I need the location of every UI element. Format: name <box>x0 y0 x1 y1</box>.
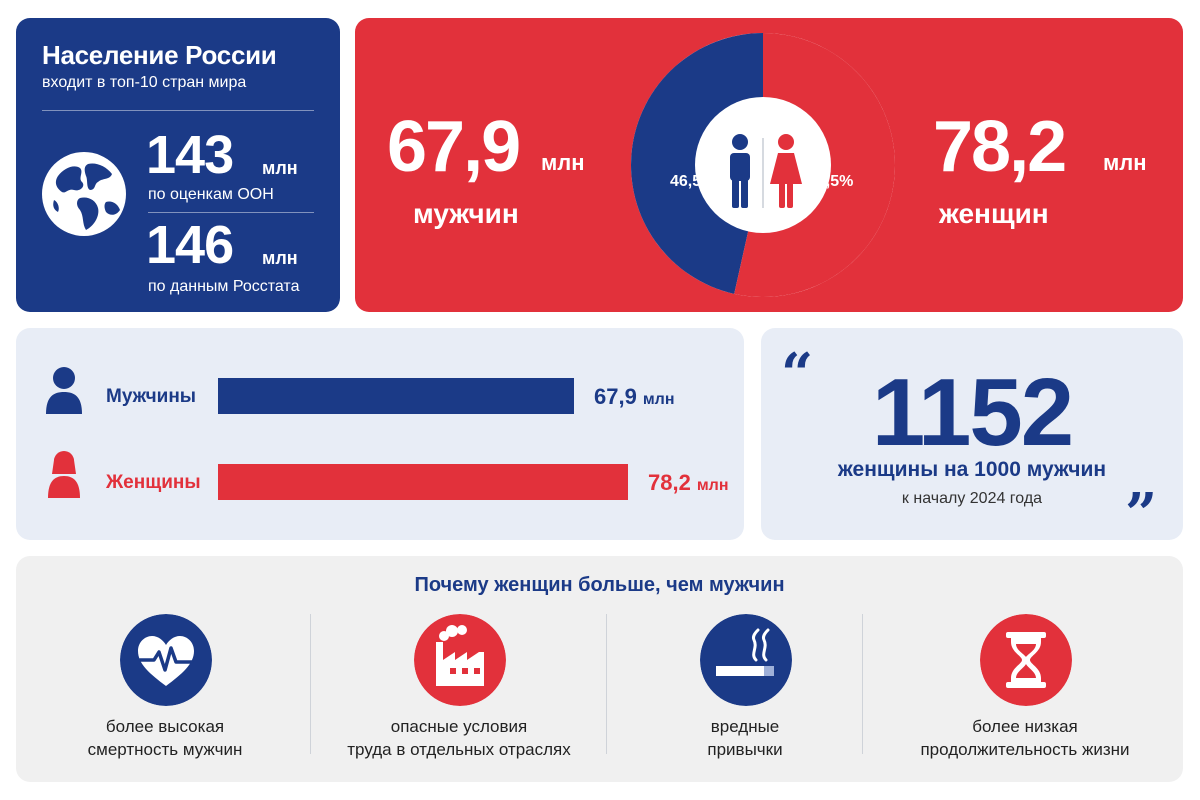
ratio-number: 1152 <box>871 359 1074 466</box>
hourglass-icon <box>980 614 1072 706</box>
divider <box>310 614 311 754</box>
man-icon <box>730 134 750 208</box>
gender-donut-chart: 46,5% 53,5% <box>630 33 895 297</box>
factory-icon <box>414 614 506 706</box>
population-title: Население России <box>42 40 277 70</box>
divider <box>148 212 314 213</box>
bars-panel: Мужчины 67,9 млн Женщины 78,2 млн <box>16 328 744 540</box>
ratio-subtext: к началу 2024 года <box>901 490 1043 507</box>
estimate-rosstat-source: по данным Росстата <box>148 278 300 295</box>
men-value: 67,9 <box>387 107 521 187</box>
women-unit: млн <box>1103 150 1147 175</box>
men-unit: млн <box>541 150 585 175</box>
women-label: женщин <box>939 198 1049 229</box>
reason-text: вредные привычки <box>707 717 783 759</box>
reason-text: более высокая смертность мужчин <box>87 717 243 759</box>
women-value: 78,2 <box>933 107 1067 187</box>
woman-icon <box>48 451 80 498</box>
bar-men <box>218 378 574 414</box>
estimate-un-source: по оценкам ООН <box>148 186 274 203</box>
men-share-label: 46,5% <box>670 173 715 190</box>
estimate-un-value: 143 <box>146 125 234 185</box>
reasons-panel: Почему женщин больше, чем мужчин более в… <box>16 556 1183 782</box>
bar-label-men: Мужчины <box>106 386 197 407</box>
cigarette-icon <box>700 614 792 706</box>
gender-panel: 67,9 млн мужчин 46,5% 53,5% 78,2 млн жен… <box>355 18 1183 312</box>
women-share-label: 53,5% <box>808 173 853 190</box>
reason-text: более низкая продолжительность жизни <box>920 717 1130 759</box>
heart-pulse-icon <box>120 614 212 706</box>
bar-women <box>218 464 628 500</box>
ratio-text: женщины на 1000 мужчин <box>837 458 1107 481</box>
reason-item: вредные привычки <box>600 614 890 774</box>
bar-value-women: 78,2 млн <box>648 470 729 495</box>
close-quote: ” <box>1125 481 1158 547</box>
man-icon <box>46 367 82 414</box>
reason-item: более низкая продолжительность жизни <box>880 614 1170 774</box>
reasons-title: Почему женщин больше, чем мужчин <box>414 574 785 596</box>
woman-icon <box>770 134 802 208</box>
reason-item: опасные условия труда в отдельных отрасля… <box>314 614 604 774</box>
estimate-rosstat-value: 146 <box>146 215 234 275</box>
globe-icon <box>42 152 126 236</box>
population-panel: Население России входит в топ-10 стран м… <box>16 18 340 312</box>
divider <box>42 110 314 111</box>
estimate-un-unit: млн <box>262 158 298 178</box>
ratio-panel: “ 1152 женщины на 1000 мужчин к началу 2… <box>761 328 1183 547</box>
men-label: мужчин <box>413 198 519 229</box>
bar-label-women: Женщины <box>106 472 201 493</box>
divider <box>862 614 863 754</box>
divider <box>606 614 607 754</box>
bar-value-men: 67,9 млн <box>594 384 675 409</box>
open-quote: “ <box>781 341 814 407</box>
estimate-rosstat-unit: млн <box>262 248 298 268</box>
reason-text: опасные условия труда в отдельных отрасля… <box>347 717 571 759</box>
reason-item: более высокая смертность мужчин <box>20 614 310 774</box>
population-subtitle: входит в топ-10 стран мира <box>42 74 247 91</box>
